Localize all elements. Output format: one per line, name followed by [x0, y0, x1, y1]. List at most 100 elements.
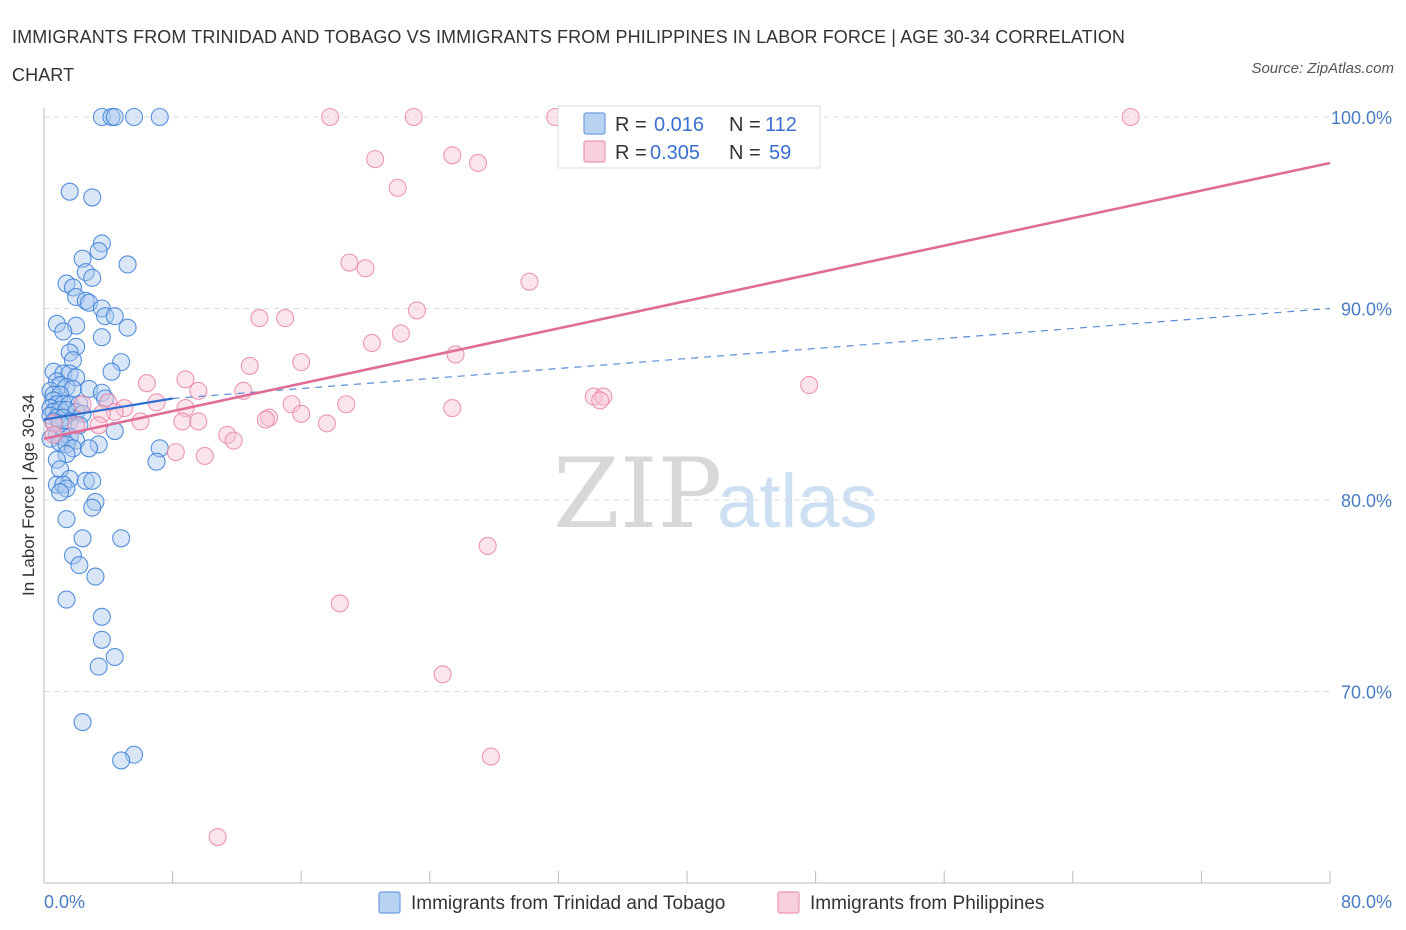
point-philippines — [1121, 107, 1140, 127]
point-trinidad — [92, 328, 111, 347]
point-philippines — [388, 178, 407, 197]
legend-swatch-trinidad — [583, 112, 606, 135]
legend-r-label: R = — [615, 114, 647, 136]
point-philippines — [292, 404, 311, 423]
point-philippines — [520, 272, 539, 291]
point-trinidad — [112, 751, 131, 770]
point-philippines — [317, 414, 336, 433]
point-philippines — [340, 253, 359, 272]
point-trinidad — [73, 249, 92, 268]
point-philippines — [800, 376, 819, 395]
point-philippines — [330, 594, 349, 613]
point-trinidad — [76, 471, 95, 490]
point-trinidad — [63, 546, 82, 565]
point-trinidad — [51, 414, 70, 433]
point-trinidad — [57, 444, 76, 464]
trend-line-philippines — [43, 161, 1331, 440]
watermark: ZIP atlas — [553, 438, 878, 550]
y-axis-label: In Labor Force | Age 30-34 — [19, 394, 38, 596]
legend: R = 0.016 N = 112 R = 0.305 N = 59 — [557, 105, 821, 169]
point-trinidad — [73, 529, 92, 548]
point-philippines — [443, 399, 462, 418]
point-philippines — [256, 410, 275, 429]
chart-title: IMMIGRANTS FROM TRINIDAD AND TOBAGO VS I… — [12, 27, 1126, 85]
watermark-zip: ZIP — [553, 438, 722, 550]
point-trinidad — [67, 368, 86, 387]
point-philippines — [208, 827, 227, 847]
legend-n-value-philippines: 59 — [769, 142, 791, 164]
point-trinidad — [89, 435, 108, 454]
point-trinidad — [124, 107, 144, 127]
point-philippines — [468, 153, 488, 173]
legend-r-value-philippines: 0.305 — [650, 142, 700, 164]
point-philippines — [276, 309, 295, 328]
trend-line-trinidad-dashed — [172, 307, 1331, 400]
x-axis-tick-labels: 0.0% 80.0% — [44, 892, 1392, 912]
point-philippines — [292, 353, 311, 372]
point-trinidad — [86, 492, 105, 511]
point-philippines — [443, 146, 462, 165]
y-tick-label: 100.0% — [1331, 108, 1392, 128]
point-philippines — [366, 150, 385, 169]
bottom-legend-swatch-trinidad — [378, 891, 401, 914]
point-philippines — [67, 416, 86, 435]
point-philippines — [433, 665, 452, 684]
point-trinidad — [83, 471, 102, 490]
point-philippines — [195, 446, 214, 466]
point-philippines — [189, 412, 208, 431]
point-trinidad — [96, 307, 115, 326]
point-philippines — [591, 391, 610, 410]
legend-n-label: N = — [729, 114, 761, 136]
point-philippines — [189, 381, 208, 400]
point-philippines — [337, 395, 356, 414]
point-trinidad — [51, 483, 70, 502]
point-trinidad — [112, 353, 131, 372]
point-trinidad — [118, 318, 137, 337]
point-trinidad — [92, 107, 111, 127]
point-trinidad — [92, 383, 111, 402]
point-trinidad — [105, 307, 124, 326]
point-philippines — [73, 395, 92, 414]
point-trinidad — [102, 362, 121, 381]
point-trinidad — [57, 590, 76, 609]
point-trinidad — [92, 630, 111, 649]
legend-swatch-philippines — [583, 140, 606, 163]
point-trinidad — [54, 322, 73, 341]
point-philippines — [173, 412, 192, 431]
y-axis-tick-labels: 70.0% 80.0% 90.0% 100.0% — [1331, 108, 1392, 703]
point-trinidad — [118, 255, 137, 274]
point-trinidad — [57, 510, 76, 529]
point-trinidad — [76, 291, 95, 310]
point-trinidad — [70, 556, 89, 575]
point-philippines — [407, 301, 426, 320]
point-trinidad — [63, 351, 82, 370]
point-philippines — [356, 259, 375, 278]
trend-lines — [43, 161, 1331, 440]
point-trinidad — [89, 657, 108, 676]
point-trinidad — [105, 107, 124, 127]
point-philippines — [176, 370, 195, 389]
watermark-atlas: atlas — [717, 459, 878, 544]
point-philippines — [478, 536, 497, 556]
point-philippines — [404, 107, 423, 127]
point-trinidad — [73, 713, 92, 732]
point-philippines — [166, 443, 185, 462]
point-trinidad — [63, 278, 82, 297]
point-trinidad — [147, 452, 166, 471]
legend-r-value-trinidad: 0.016 — [654, 114, 704, 136]
x-tick-label-max: 80.0% — [1341, 892, 1392, 912]
point-trinidad — [47, 314, 66, 333]
x-axis-ticks — [43, 871, 1331, 883]
x-tick-label-min: 0.0% — [44, 892, 85, 912]
series-trinidad-points — [41, 107, 169, 770]
point-trinidad — [105, 647, 124, 667]
source-label: Source: ZipAtlas.com — [1251, 60, 1394, 77]
point-trinidad — [92, 607, 111, 626]
series-philippines-points — [44, 107, 1140, 847]
point-trinidad — [89, 242, 108, 261]
point-trinidad — [47, 450, 66, 469]
point-philippines — [224, 431, 243, 450]
bottom-legend-label-trinidad: Immigrants from Trinidad and Tobago — [411, 893, 725, 914]
point-philippines — [250, 309, 269, 328]
